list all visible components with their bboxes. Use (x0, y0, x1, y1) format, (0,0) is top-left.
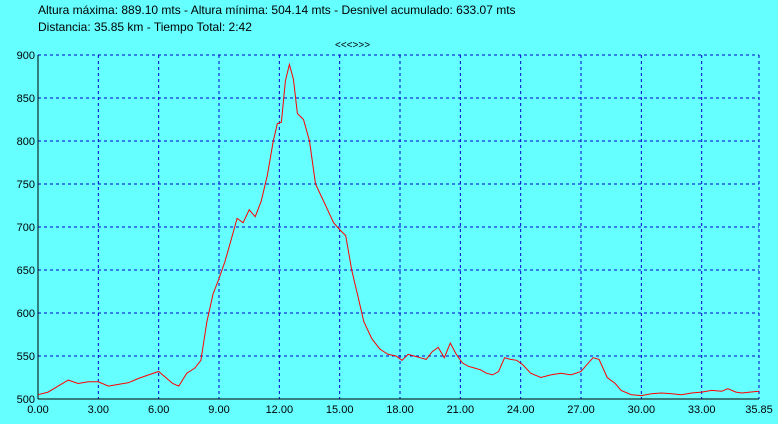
y-tick-labels: 500 550 600 650 700 750 800 850 900 (17, 50, 35, 406)
x-tick-label: 9.00 (208, 404, 229, 416)
x-tick-label: 6.00 (148, 404, 169, 416)
y-tick-label: 650 (17, 265, 35, 277)
x-tick-label: 12.00 (266, 404, 294, 416)
navigation-arrows[interactable]: <<<>>> (335, 40, 371, 51)
y-tick-label: 750 (17, 179, 35, 191)
y-tick-label: 850 (17, 93, 35, 105)
x-tick-label: 21.00 (447, 404, 475, 416)
chart-series (37, 62, 760, 397)
chart-axes (37, 55, 759, 400)
x-tick-label: 15.00 (326, 404, 354, 416)
x-tick-label: 35.85 (745, 404, 773, 416)
y-tick-label: 550 (17, 351, 35, 363)
y-tick-label: 900 (17, 50, 35, 62)
y-tick-label: 600 (17, 308, 35, 320)
distance-time-summary: Distancia: 35.85 km - Tiempo Total: 2:42 (38, 20, 252, 34)
y-tick-label: 800 (17, 136, 35, 148)
x-tick-label: 30.00 (628, 404, 656, 416)
x-tick-label: 3.00 (88, 404, 109, 416)
elevation-summary: Altura máxima: 889.10 mts - Altura mínim… (38, 3, 516, 17)
y-tick-label: 500 (17, 394, 35, 406)
x-tick-labels: 0.00 3.00 6.00 9.00 12.00 15.00 18.00 21.00 24.0… (27, 404, 772, 416)
x-tick-label: 27.00 (567, 404, 595, 416)
x-tick-label: 33.00 (688, 404, 716, 416)
x-tick-label: 0.00 (27, 404, 48, 416)
x-tick-label: 18.00 (386, 404, 414, 416)
chart-grid (38, 54, 760, 399)
x-tick-label: 24.00 (507, 404, 535, 416)
y-tick-label: 700 (17, 222, 35, 234)
elevation-profile-line (37, 62, 760, 397)
